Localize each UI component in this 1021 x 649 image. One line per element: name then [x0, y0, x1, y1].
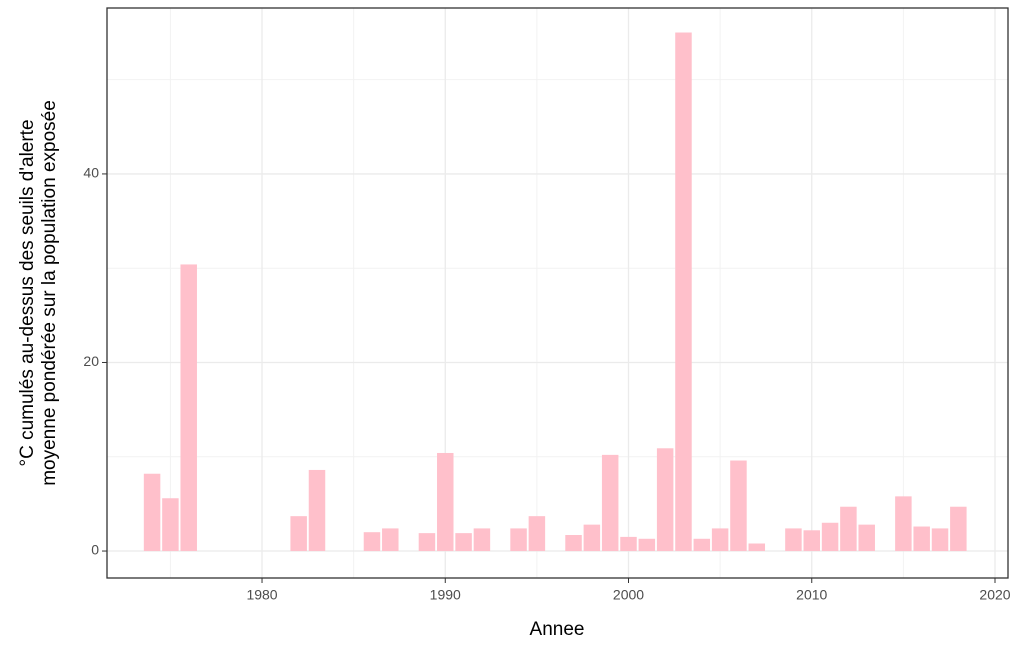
bar [382, 528, 399, 552]
bar [748, 543, 766, 552]
bar [785, 528, 802, 552]
bar [821, 522, 839, 552]
x-axis-label: Annee [530, 619, 585, 640]
bar [418, 533, 436, 552]
bar [913, 526, 930, 552]
bar [455, 533, 472, 552]
bar [840, 506, 857, 552]
bar [638, 538, 656, 552]
bar [583, 524, 601, 552]
bar [437, 452, 454, 552]
bar [931, 528, 949, 552]
x-tick-label: 2010 [796, 587, 827, 603]
bar [711, 528, 729, 552]
y-tick-label: 0 [91, 542, 99, 558]
bar [730, 460, 747, 552]
x-tick-label: 2020 [979, 587, 1010, 603]
bar [601, 454, 619, 552]
x-tick-label: 1980 [246, 587, 277, 603]
bar [143, 473, 161, 552]
bar [180, 264, 197, 552]
plot-border [106, 7, 1009, 579]
bar [895, 496, 912, 552]
bar [620, 536, 637, 552]
bar [950, 506, 967, 552]
bar [473, 528, 491, 552]
bar [656, 448, 674, 552]
bar [565, 535, 582, 552]
y-tick-label: 40 [83, 165, 99, 181]
bar [675, 32, 692, 552]
x-tick-label: 2000 [613, 587, 644, 603]
x-tick-label: 1990 [430, 587, 461, 603]
bar [693, 538, 711, 552]
bar [162, 498, 179, 552]
y-tick-label: 20 [83, 353, 99, 369]
bar [803, 530, 820, 552]
y-axis-label: °C cumulés au-dessus des seuils d'alerte [17, 119, 38, 466]
plot-background [107, 8, 1008, 578]
bar [528, 516, 546, 552]
y-axis-label: moyenne pondérée sur la population expos… [39, 100, 60, 486]
bar [858, 524, 875, 552]
bar [510, 528, 527, 552]
bar [290, 516, 307, 552]
bar [363, 532, 381, 552]
bar [308, 469, 326, 552]
